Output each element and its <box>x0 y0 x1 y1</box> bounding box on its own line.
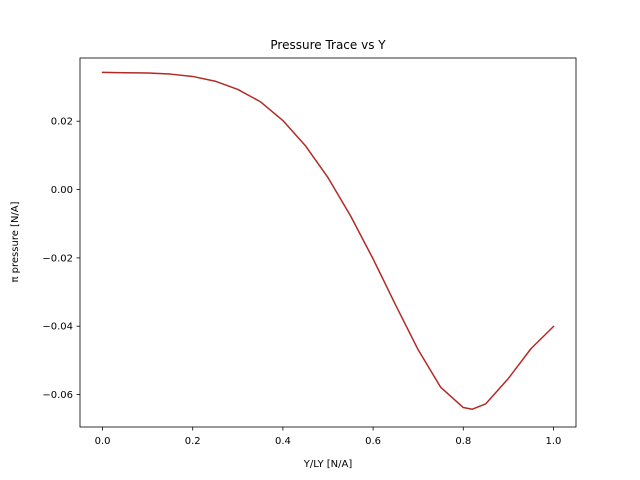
x-tick-label: 0.0 <box>95 436 111 447</box>
x-tick-label: 0.2 <box>185 436 201 447</box>
x-tick-label: 0.6 <box>365 436 381 447</box>
chart-title: Pressure Trace vs Y <box>270 38 386 52</box>
y-tick-label: 0.02 <box>51 117 73 128</box>
series-line-0 <box>101 71 555 410</box>
y-tick-label: −0.06 <box>42 390 73 401</box>
plot-frame <box>79 57 577 428</box>
x-axis-label: Y/LY [N/A] <box>303 459 353 470</box>
y-tick-label: 0.00 <box>51 185 73 196</box>
y-tick-label: −0.04 <box>42 322 73 333</box>
plot-area: 0.0 0.2 0.4 0.6 0.8 1.0 0.02 0.00 −0.02 −0.04 −0.0… <box>42 57 577 447</box>
y-axis-label: π pressure [N/A] <box>10 201 21 282</box>
x-tick-label: 1.0 <box>546 436 562 447</box>
x-tick-label: 0.4 <box>275 436 291 447</box>
y-tick-label: −0.02 <box>42 253 73 264</box>
x-tick-label: 0.8 <box>455 436 471 447</box>
